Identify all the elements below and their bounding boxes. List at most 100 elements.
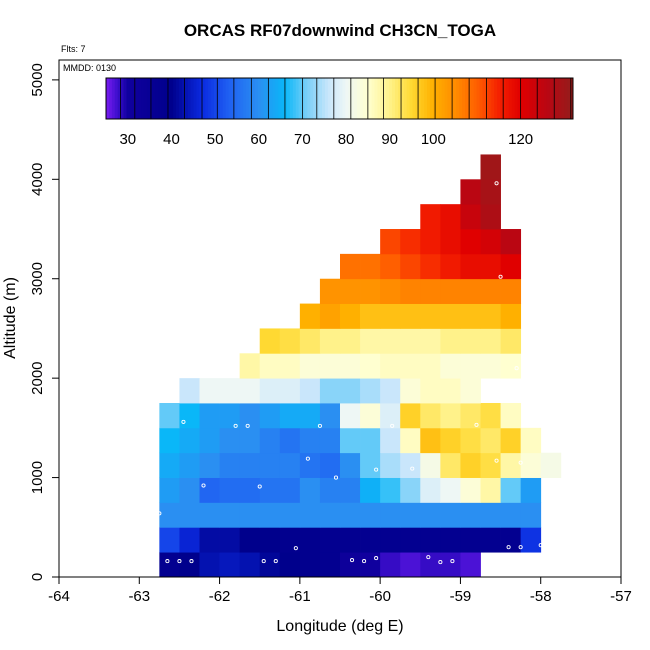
heatmap-cell (340, 477, 361, 503)
heatmap-cell (239, 427, 261, 454)
heatmap-cell (319, 278, 341, 304)
heatmap-cell (440, 353, 461, 379)
y-tick-label: 3000 (29, 262, 46, 295)
colorbar-segment (263, 78, 268, 119)
heatmap-cell (279, 552, 301, 578)
heatmap-cell (460, 204, 481, 230)
heatmap-cell (360, 403, 381, 429)
heatmap-cell (199, 552, 220, 578)
heatmap-cell (500, 229, 522, 255)
heatmap-cell (480, 328, 501, 354)
colorbar-segment (106, 78, 110, 119)
heatmap-cell (340, 403, 361, 429)
x-tick-label: -59 (450, 588, 472, 605)
heatmap-cell (299, 303, 321, 329)
heatmap-cell (500, 278, 522, 304)
colorbar-segment (570, 78, 574, 119)
heatmap-cell (400, 253, 421, 280)
heatmap-cell (460, 303, 481, 329)
heatmap-cell (299, 378, 321, 404)
x-tick-label: -57 (610, 588, 632, 605)
heatmap-cell (380, 278, 401, 304)
colorbar-segment (286, 78, 291, 119)
colorbar-segment (441, 78, 446, 119)
heatmap-cell (460, 477, 481, 503)
colorbar-segment (543, 78, 548, 119)
heatmap-cell (159, 403, 180, 429)
heatmap-cell (299, 353, 321, 379)
heatmap-cell (219, 378, 241, 404)
heatmap-cell (500, 452, 522, 478)
heatmap-cell (440, 552, 461, 578)
sample-point (494, 181, 499, 186)
heatmap-cell (520, 527, 542, 553)
sample-point (514, 366, 519, 371)
heatmap-cell (460, 253, 481, 280)
colorbar-segment (237, 78, 241, 119)
heatmap-cell (259, 378, 281, 404)
heatmap-cell (520, 452, 542, 478)
heatmap-cell (380, 328, 401, 354)
heatmap-cell (440, 229, 461, 255)
heatmap-cell (279, 452, 301, 478)
heatmap-cell (480, 229, 501, 255)
heatmap-cell (440, 403, 461, 429)
heatmap-cell (239, 502, 261, 528)
heatmap-cell (299, 477, 321, 503)
colorbar-segment (438, 78, 443, 119)
colorbar-segment (362, 78, 367, 119)
heatmap-cell (340, 278, 361, 304)
heatmap-cell (360, 278, 381, 304)
colorbar-segment (479, 78, 484, 119)
heatmap-cell (380, 403, 401, 429)
heatmap-cell (500, 477, 522, 503)
sample-point (538, 543, 543, 548)
heatmap-cell (380, 378, 401, 404)
colorbar-segment (488, 78, 492, 119)
heatmap-cell (340, 527, 361, 553)
colorbar-segment (117, 78, 122, 119)
colorbar-segment (132, 78, 136, 119)
colorbar-segment (540, 78, 545, 119)
heatmap-cell (179, 527, 200, 553)
heatmap-cell (299, 552, 321, 578)
chart-title: ORCAS RF07downwind CH3CN_TOGA (184, 21, 496, 40)
heatmap-cell (520, 502, 542, 528)
y-axis-label: Altitude (m) (2, 277, 19, 359)
heatmap-cell (420, 477, 441, 503)
colorbar-segment (307, 78, 311, 119)
colorbar-segment (114, 78, 119, 119)
heatmap-cell (340, 328, 361, 354)
colorbar-segment (514, 78, 519, 119)
colorbar-segment (339, 78, 343, 119)
colorbar-segment (216, 78, 221, 119)
x-tick-label: -61 (289, 588, 311, 605)
heatmap-cell (400, 552, 421, 578)
colorbar-segment (126, 78, 130, 119)
colorbar-segment (342, 78, 346, 119)
heatmap-cell (219, 527, 241, 553)
colorbar-segment (123, 78, 127, 119)
heatmap-cell (500, 527, 522, 553)
heatmap-cell (239, 527, 261, 553)
colorbar-segment (459, 78, 463, 119)
heatmap-cell (219, 403, 241, 429)
y-tick-label: 4000 (29, 163, 46, 196)
heatmap-cell (480, 353, 501, 379)
colorbar-segment (537, 78, 542, 119)
colorbar-segment (319, 78, 323, 119)
heatmap-cell (340, 452, 361, 478)
heatmap-cell (340, 502, 361, 528)
colorbar-segment (465, 78, 469, 119)
colorbar-tick-label: 100 (421, 131, 446, 148)
colorbar-segment (213, 78, 218, 119)
colorbar-segment (502, 78, 507, 119)
colorbar-segment (415, 78, 419, 119)
colorbar-segment (476, 78, 481, 119)
colorbar-frame (105, 77, 574, 120)
colorbar-segment (298, 78, 303, 119)
heatmap-cell (400, 502, 421, 528)
heatmap-cell (279, 527, 301, 553)
heatmap-cell (360, 452, 381, 478)
colorbar-segment (330, 78, 335, 119)
